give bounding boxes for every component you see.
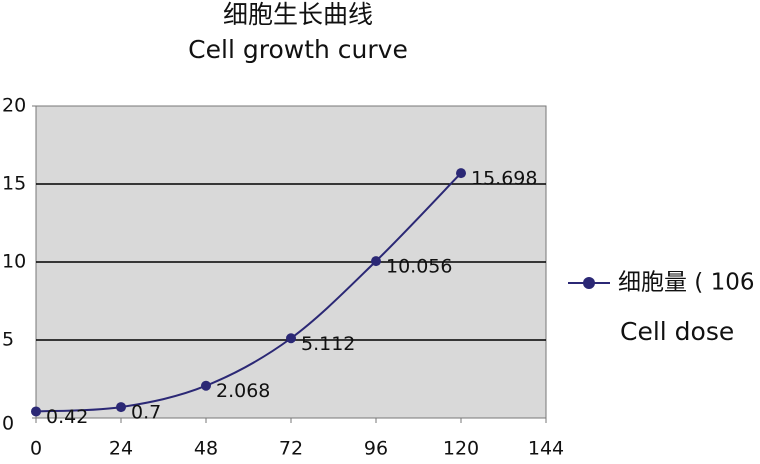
y-tick-label: 5 [2, 329, 14, 351]
x-tick-label: 48 [194, 438, 218, 460]
data-label: 0.42 [46, 406, 88, 428]
x-tick-label: 144 [528, 438, 564, 460]
chart-subtitle: Cell growth curve [188, 35, 408, 64]
data-point [116, 402, 126, 413]
data-label: 5.112 [301, 333, 355, 355]
x-tick-label: 120 [443, 438, 479, 460]
legend-label: 细胞量 ( 106 ) [618, 270, 760, 296]
chart-title: 细胞生长曲线 [223, 0, 373, 29]
y-tick-label: 15 [2, 173, 26, 195]
data-label: 15.698 [471, 168, 537, 190]
y-tick-label: 0 [2, 413, 14, 435]
data-point [201, 380, 211, 391]
y-tick-label: 20 [2, 95, 26, 117]
data-label: 0.7 [131, 402, 161, 424]
data-point [371, 256, 381, 267]
x-tick-label: 96 [364, 438, 388, 460]
x-tick-label: 24 [109, 438, 133, 460]
data-point [31, 406, 41, 417]
annotation: Cell dose [620, 317, 734, 346]
data-point [456, 168, 466, 179]
data-label: 10.056 [386, 256, 452, 278]
x-tick-label: 72 [279, 438, 303, 460]
legend-marker [583, 277, 595, 289]
data-label: 2.068 [216, 380, 270, 402]
x-tick-label: 0 [30, 438, 42, 460]
y-tick-label: 10 [2, 251, 26, 273]
data-point [286, 333, 296, 344]
